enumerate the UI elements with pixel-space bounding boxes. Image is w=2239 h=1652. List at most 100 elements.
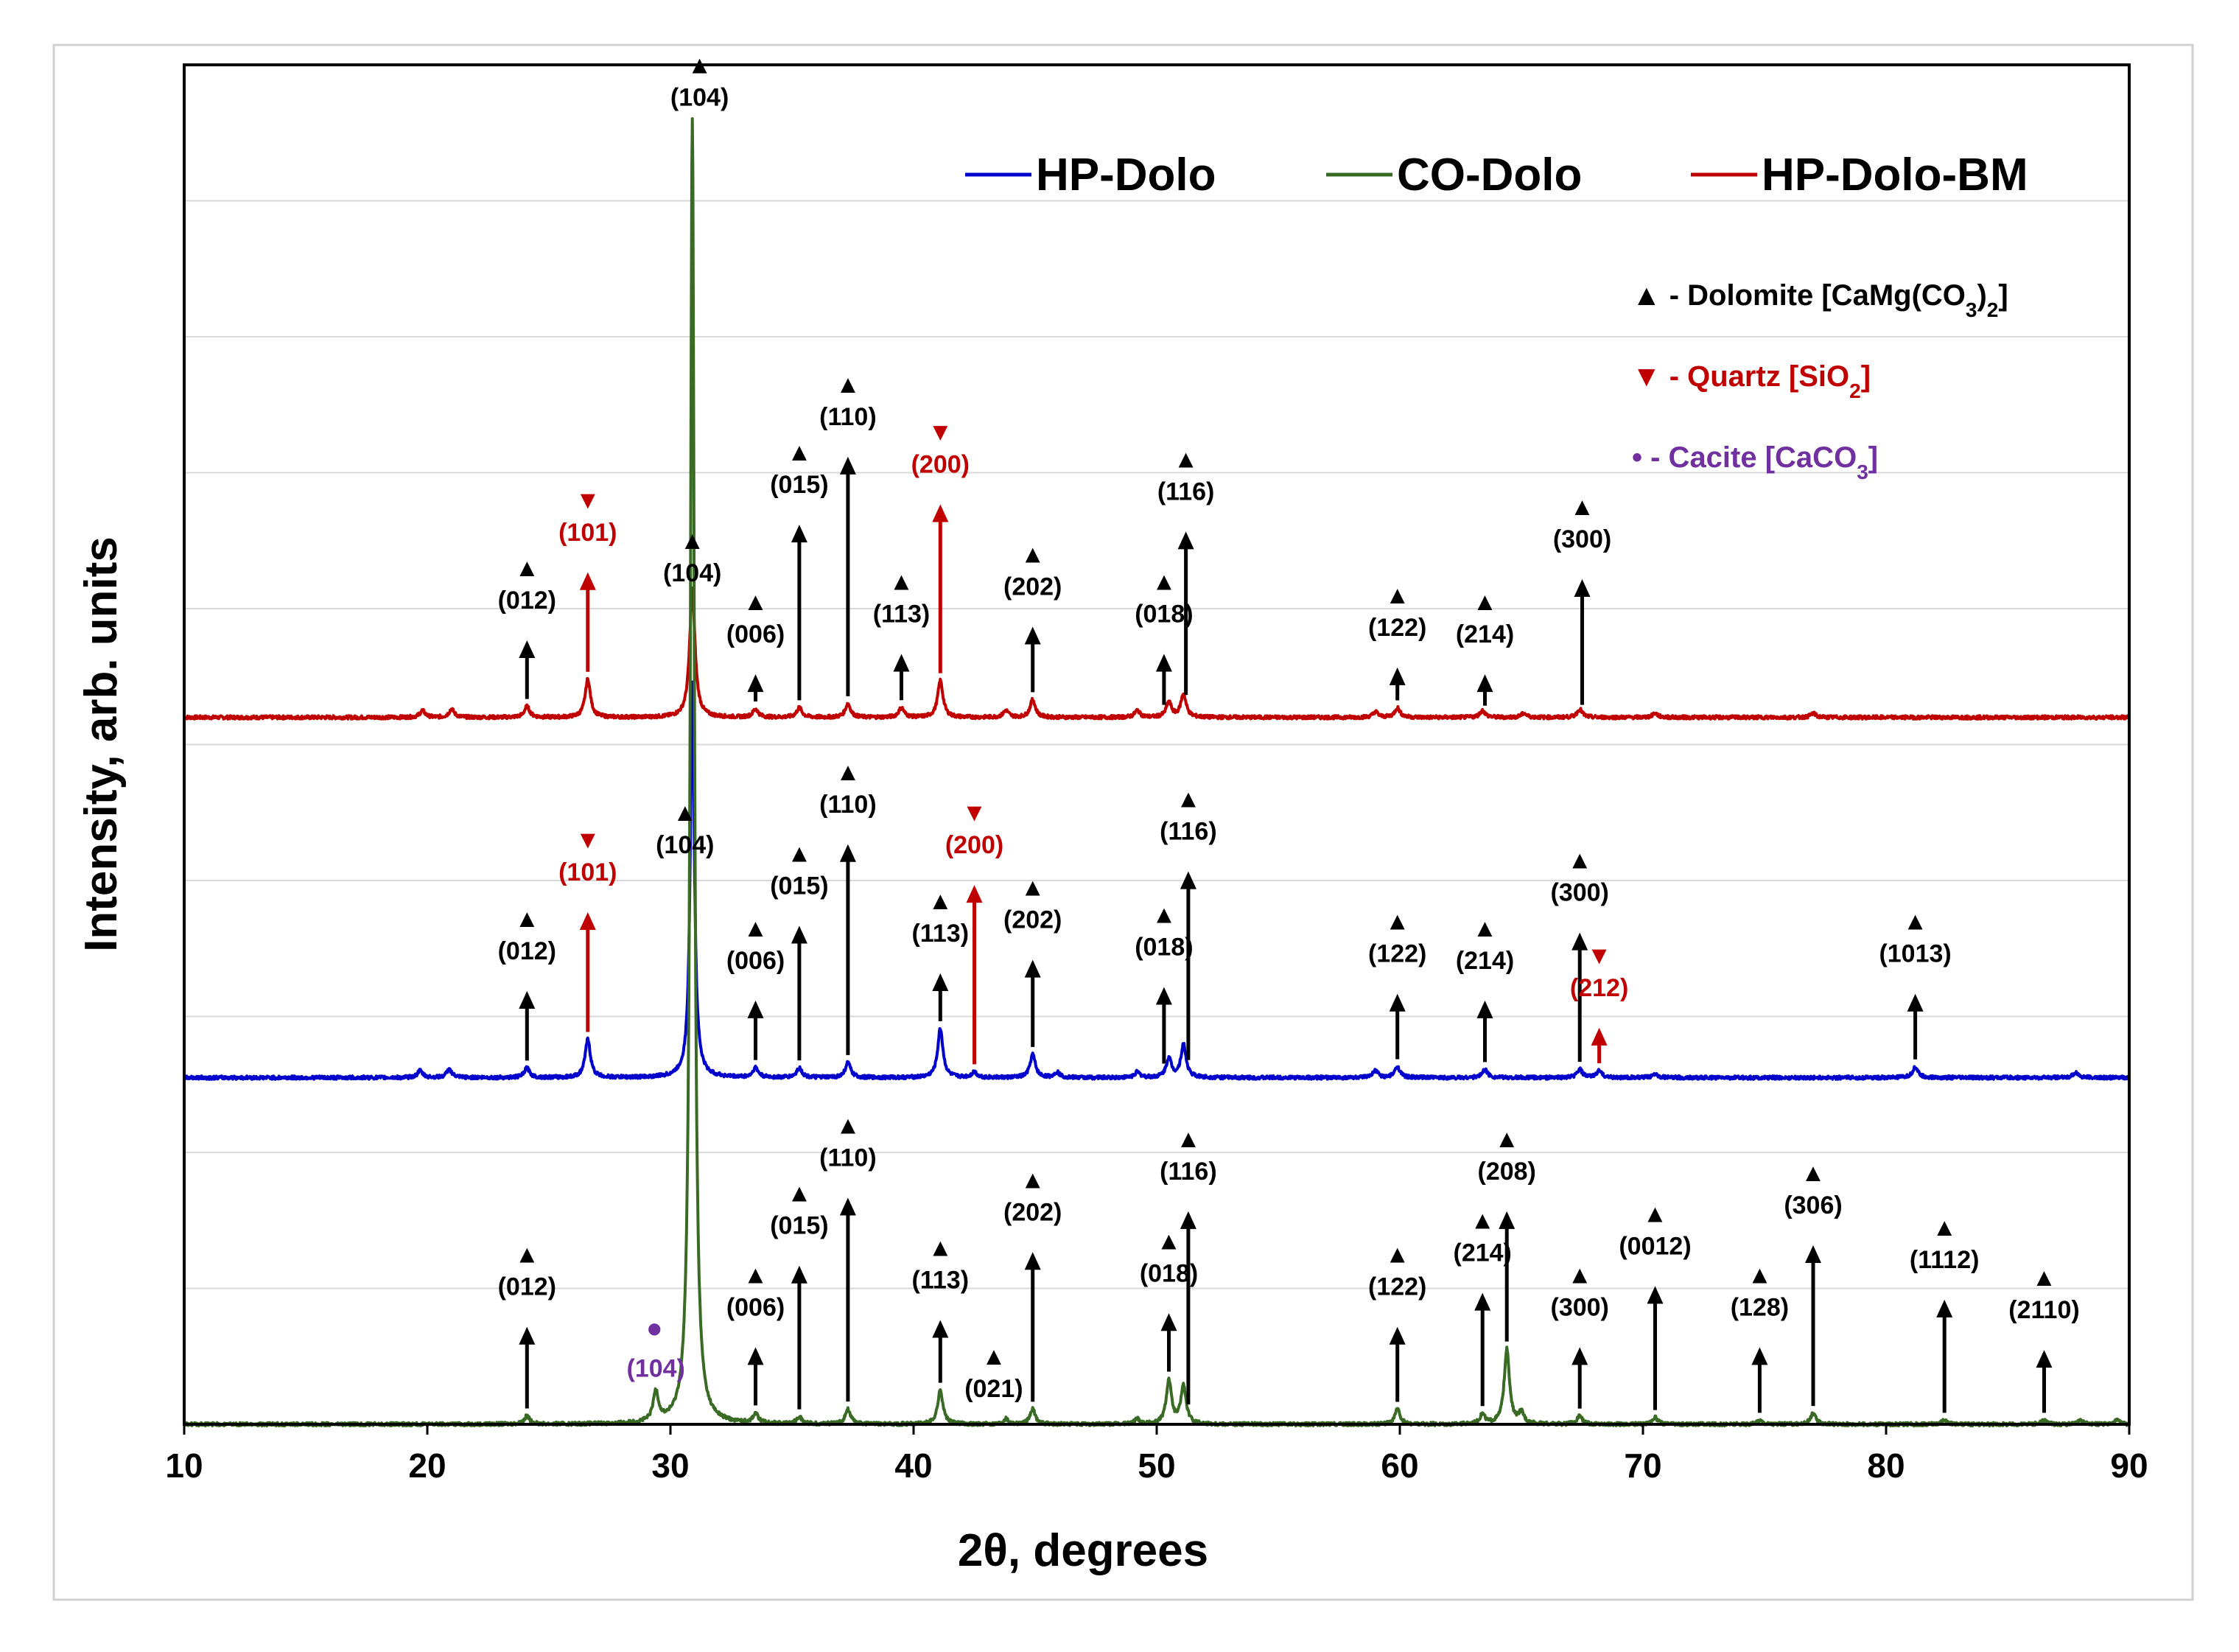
peak-label: (104) — [656, 831, 714, 859]
peak-arrowhead — [1571, 1347, 1588, 1365]
peak-arrowhead — [932, 504, 949, 522]
peak-arrowhead — [1177, 531, 1194, 550]
phase-marker: ▼ — [575, 486, 600, 514]
peak-arrowhead — [1389, 1326, 1406, 1345]
peak-arrowhead — [1751, 1347, 1768, 1365]
peak-arrowhead — [579, 912, 596, 930]
peak-label: (012) — [498, 1273, 556, 1301]
phase-marker: ▲ — [514, 905, 539, 933]
peak-arrowhead — [1571, 932, 1588, 951]
phase-marker: ▲ — [1570, 493, 1595, 521]
peak-arrowhead — [1024, 626, 1041, 645]
phase-marker: ▲ — [835, 758, 861, 786]
peak-arrowhead — [747, 674, 764, 693]
peak-arrowhead — [1389, 667, 1406, 685]
peak-label: (300) — [1553, 525, 1611, 553]
peak-arrowhead — [932, 1320, 949, 1338]
legend: HP-Dolo CO-Dolo HP-Dolo-BM — [965, 150, 2028, 200]
peak-arrowhead — [1160, 1313, 1177, 1331]
phase-marker: ▲ — [1567, 1261, 1592, 1289]
phase-marker: ▲ — [928, 1234, 953, 1262]
peak-label: (202) — [1003, 906, 1062, 934]
phase-marker: ▲ — [1643, 1200, 1668, 1228]
peak-arrowhead — [1476, 674, 1493, 693]
x-tick-label: 10 — [165, 1446, 203, 1485]
peak-arrowhead — [1907, 993, 1924, 1012]
phase-marker: ▲ — [1020, 874, 1045, 902]
peak-label: (113) — [912, 920, 970, 948]
phase-marker: • — [647, 1304, 662, 1354]
peak-arrowhead — [791, 525, 807, 543]
peak-label: (104) — [670, 83, 729, 111]
phase-marker: ▲ — [1473, 914, 1498, 942]
phase-marker: ▲ — [1176, 1125, 1201, 1153]
x-tick-label: 50 — [1138, 1446, 1175, 1485]
peak-arrowhead — [1936, 1299, 1953, 1317]
phase-marker: ▲ — [1385, 581, 1410, 609]
peak-arrowhead — [1180, 1211, 1196, 1229]
phase-marker: ▲ — [1903, 908, 1928, 936]
peak-labels-layer: (012)▲(101)▼(104)▲(006)▲(015)▲(110)▲(200… — [498, 51, 2080, 1413]
peak-arrowhead — [1591, 1027, 1608, 1046]
peak-label: (110) — [819, 403, 877, 431]
phase-marker: ▲ — [1748, 1261, 1773, 1289]
peak-arrowhead — [839, 456, 856, 475]
peak-arrowhead — [839, 844, 856, 862]
peak-label: (122) — [1368, 614, 1426, 642]
phase-marker: ▲ — [1020, 541, 1045, 569]
phase-marker: ▲ — [787, 1180, 812, 1208]
peak-arrowhead — [1805, 1245, 1821, 1264]
peak-arrowhead — [966, 885, 983, 903]
figure-border — [52, 43, 2194, 1601]
peak-label: (110) — [819, 791, 877, 819]
peak-arrowhead — [1647, 1286, 1664, 1304]
peak-arrowhead — [791, 925, 807, 944]
y-axis-label: Intensity, arb. units — [76, 536, 127, 952]
x-tick-label: 40 — [894, 1446, 932, 1485]
phase-marker: ▲ — [743, 1261, 768, 1289]
peak-label: (212) — [1570, 974, 1628, 1002]
peak-arrowhead — [839, 1197, 856, 1216]
peak-arrowhead — [1155, 654, 1172, 672]
peak-label: (122) — [1368, 940, 1426, 968]
gridlines — [184, 200, 2129, 1289]
peak-label: (116) — [1157, 477, 1215, 505]
phase-marker: ▲ — [1020, 1166, 1045, 1194]
peak-label: (021) — [964, 1375, 1023, 1403]
phase-key-entry: ▲ - Dolomite [CaMg(CO3)2] — [1632, 279, 2008, 321]
phase-marker: ▼ — [962, 799, 987, 827]
phase-marker: ▲ — [743, 914, 768, 942]
peak-label: (116) — [1160, 818, 1217, 846]
phase-marker: ▼ — [1587, 942, 1612, 970]
series-line-hp-dolo-bm — [183, 587, 2131, 721]
phase-marker: ▲ — [1152, 900, 1177, 928]
phase-marker: ▲ — [787, 839, 812, 867]
peak-arrowhead — [932, 973, 949, 992]
legend-label: HP-Dolo — [1036, 150, 1216, 200]
peak-arrowhead — [893, 654, 910, 672]
peak-label: (202) — [1003, 573, 1062, 601]
x-tick-label: 70 — [1624, 1446, 1661, 1485]
x-tick-label: 20 — [408, 1446, 446, 1485]
peak-arrowhead — [1476, 1000, 1493, 1018]
peak-arrowhead — [2036, 1350, 2053, 1368]
legend-label: HP-Dolo-BM — [1762, 150, 2028, 200]
x-tick-label: 60 — [1381, 1446, 1418, 1485]
phase-marker: ▲ — [743, 588, 768, 616]
peak-label: (012) — [498, 587, 556, 615]
peak-label: (306) — [1784, 1191, 1842, 1219]
phase-marker: ▲ — [981, 1343, 1006, 1371]
legend-label: CO-Dolo — [1397, 150, 1582, 200]
phase-marker: ▲ — [673, 799, 698, 827]
peak-label: (104) — [627, 1354, 685, 1382]
phase-marker: ▲ — [680, 527, 705, 555]
phase-marker: ▲ — [1152, 567, 1177, 595]
peak-label: (214) — [1454, 1239, 1512, 1267]
peak-label: (300) — [1551, 1293, 1609, 1321]
peak-label: (104) — [663, 559, 721, 587]
peak-arrowhead — [747, 1000, 764, 1018]
peak-arrowhead — [519, 991, 536, 1009]
peak-label: (122) — [1368, 1273, 1426, 1301]
peak-arrowhead — [1024, 1252, 1041, 1270]
